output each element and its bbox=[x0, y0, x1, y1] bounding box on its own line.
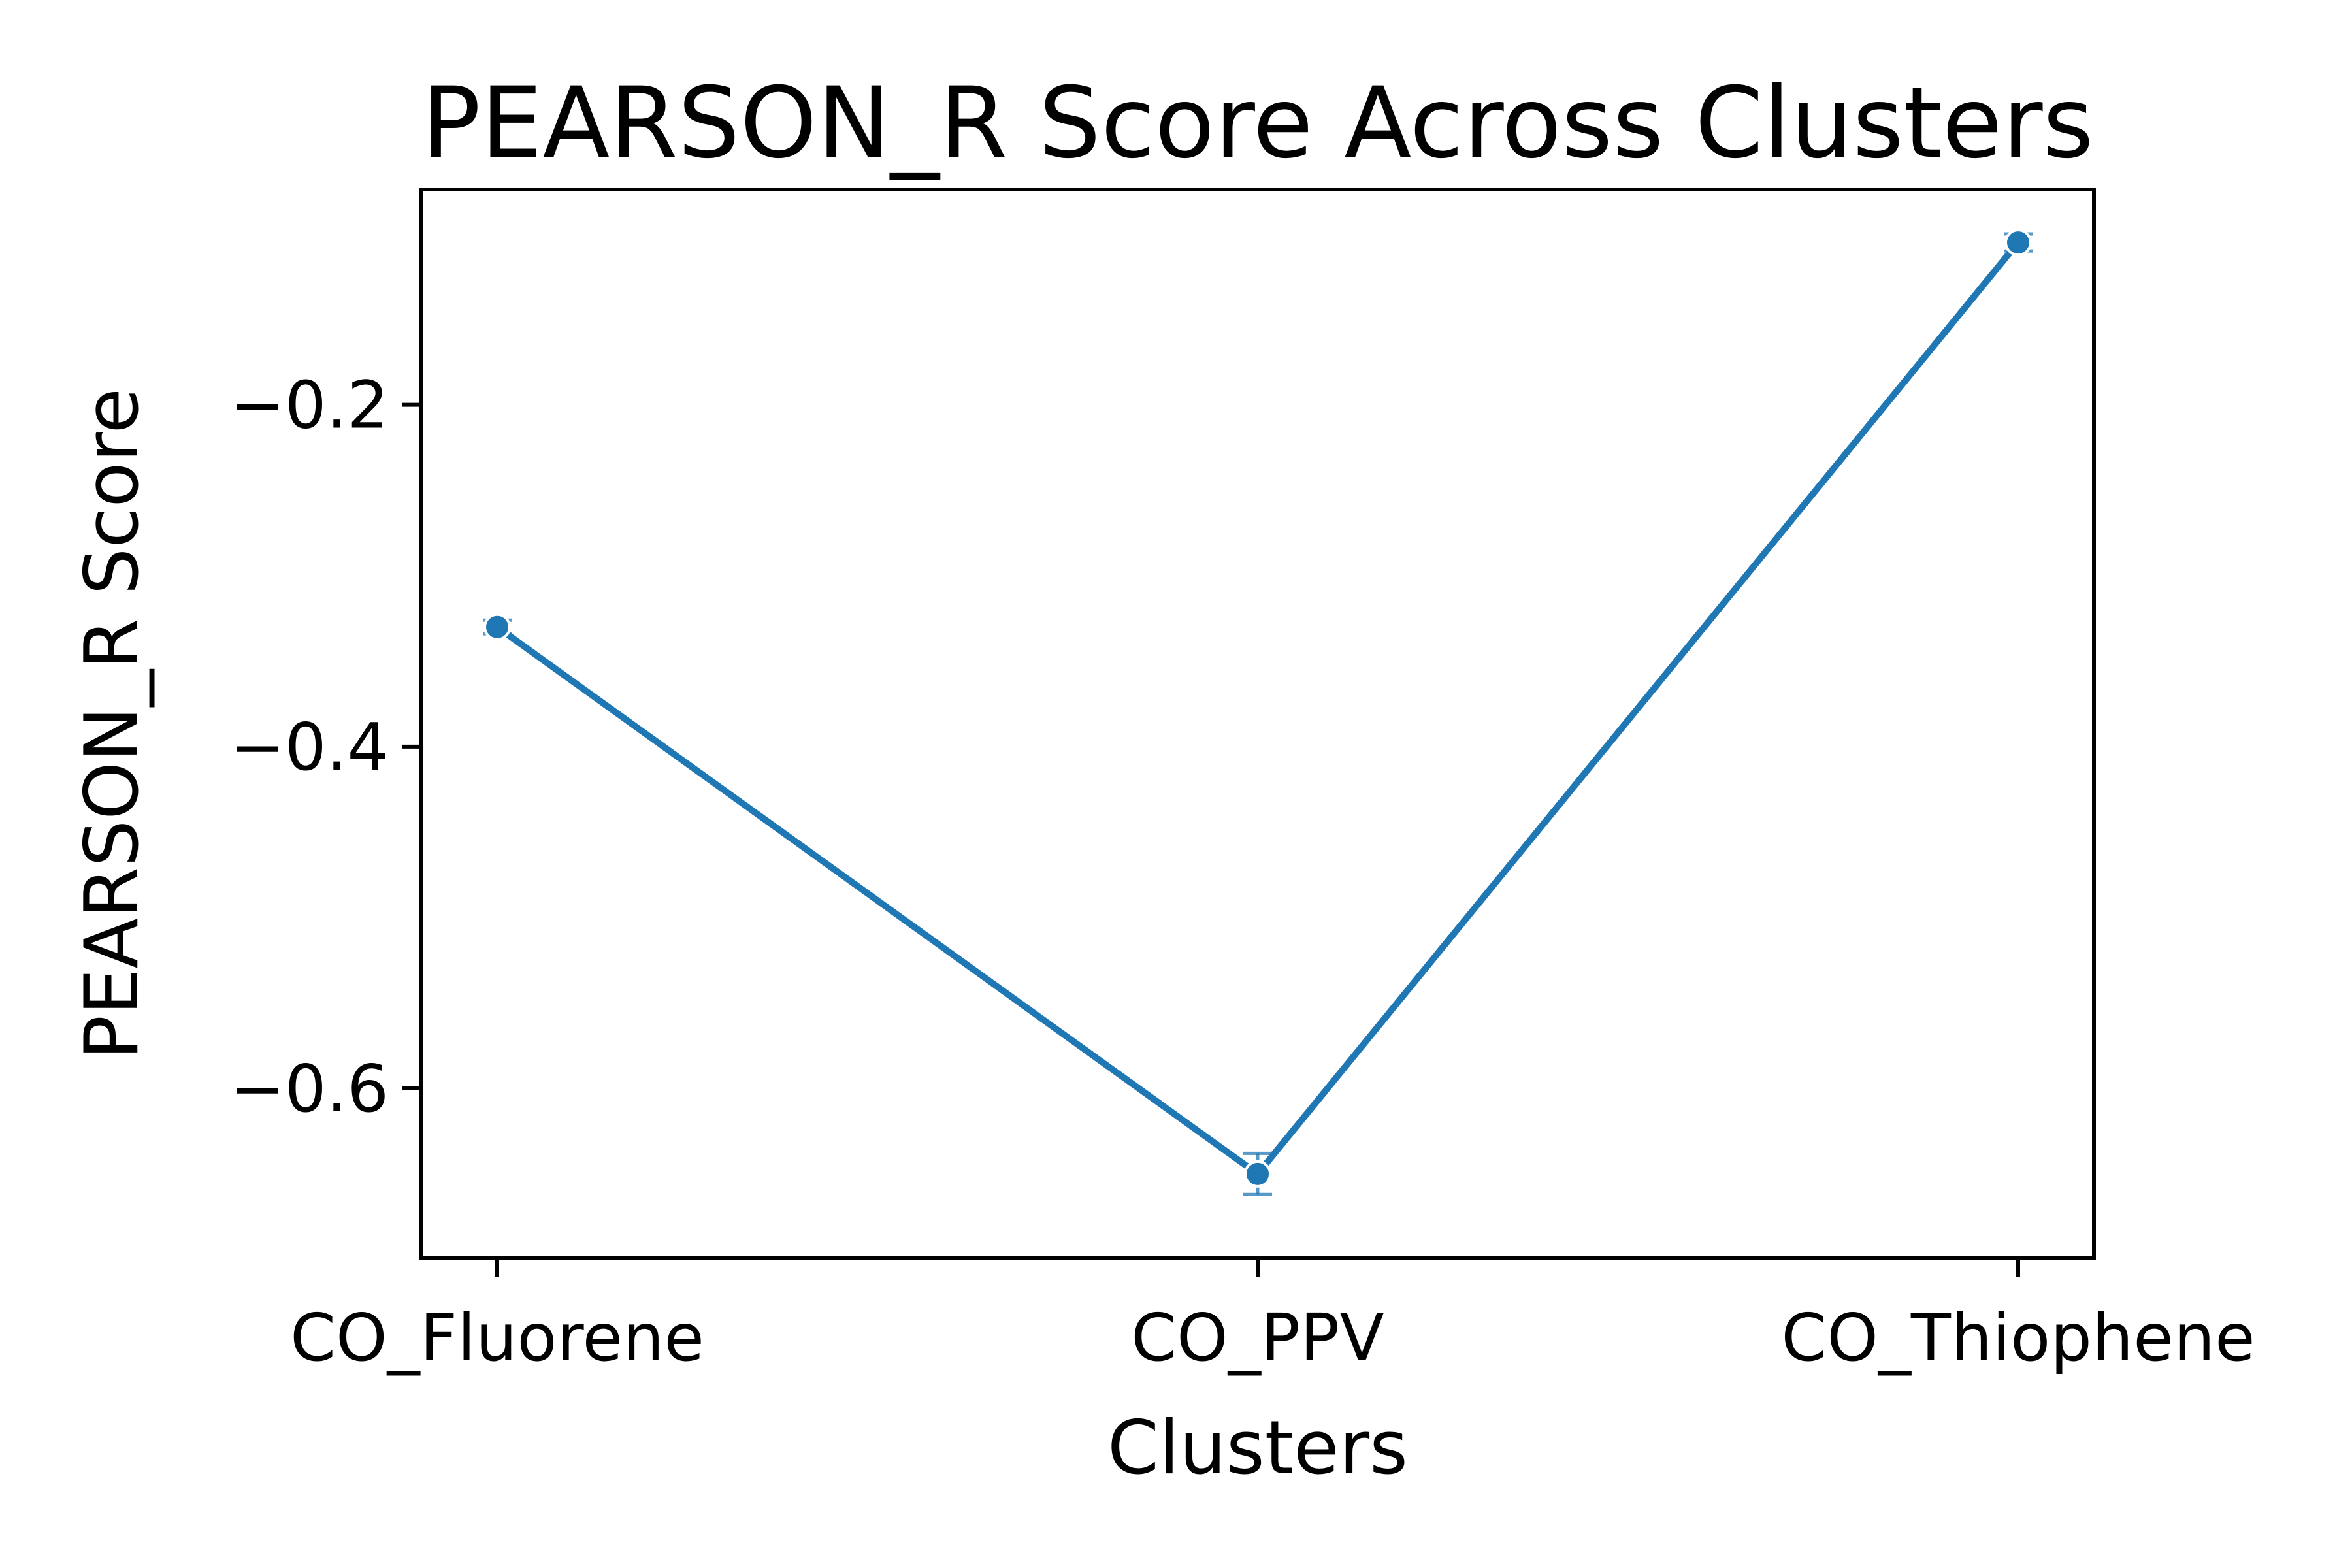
data-point bbox=[2004, 229, 2032, 257]
x-axis-label: Clusters bbox=[1107, 1405, 1408, 1491]
data-point bbox=[483, 613, 511, 641]
data-point bbox=[1244, 1160, 1271, 1188]
y-tick-label: −0.4 bbox=[230, 709, 389, 785]
x-tick-label: CO_Fluorene bbox=[290, 1299, 704, 1376]
x-tick-label: CO_PPV bbox=[1131, 1299, 1384, 1376]
series-line bbox=[494, 239, 2021, 1177]
y-axis-label: PEARSON_R Score bbox=[69, 388, 155, 1060]
y-axis: −0.2 −0.4 −0.6 bbox=[230, 367, 421, 1127]
plot-frame bbox=[419, 188, 2096, 1260]
y-tick-label: −0.2 bbox=[230, 367, 389, 444]
x-tick-label: CO_Thiophene bbox=[1781, 1299, 2255, 1376]
plot-area bbox=[483, 229, 2033, 1196]
y-tick-label: −0.6 bbox=[230, 1051, 389, 1127]
x-axis: CO_Fluorene CO_PPV CO_Thiophene bbox=[290, 1258, 2255, 1376]
chart-title: PEARSON_R Score Across Clusters bbox=[421, 67, 2093, 180]
